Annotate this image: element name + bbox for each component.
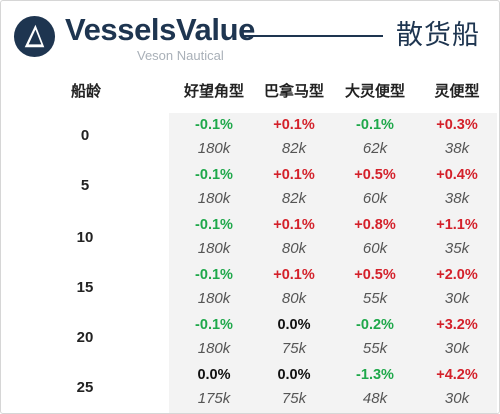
value-change-cell: +0.1% bbox=[273, 217, 315, 233]
value-change-cell: +0.5% bbox=[354, 267, 396, 283]
value-amount-cell: 38k bbox=[444, 140, 470, 157]
value-amount-cell: 35k bbox=[444, 240, 470, 257]
column-header-panamax: 巴拿马型 bbox=[263, 83, 325, 100]
age-column-header: 船龄 bbox=[70, 83, 102, 100]
value-amount-cell: 30k bbox=[444, 340, 470, 357]
value-change-cell: +3.2% bbox=[436, 317, 478, 333]
value-amount-cell: 75k bbox=[281, 390, 307, 407]
column-header-supramax: 大灵便型 bbox=[344, 83, 406, 100]
row-age-label: 5 bbox=[80, 177, 90, 194]
value-change-cell: +1.1% bbox=[436, 217, 478, 233]
value-change-cell: +0.4% bbox=[436, 167, 478, 183]
value-change-cell: -0.1% bbox=[356, 117, 394, 133]
value-amount-cell: 180k bbox=[197, 140, 231, 157]
value-change-cell: -0.2% bbox=[356, 317, 394, 333]
value-change-cell: -0.1% bbox=[195, 267, 233, 283]
brand-name: VesselsValue bbox=[65, 12, 255, 47]
value-change-cell: -0.1% bbox=[195, 317, 233, 333]
column-header-capesize: 好望角型 bbox=[183, 83, 245, 100]
value-amount-cell: 30k bbox=[444, 290, 470, 307]
value-amount-cell: 80k bbox=[281, 290, 307, 307]
value-change-cell: -0.1% bbox=[195, 167, 233, 183]
vesselsvalue-logo-icon bbox=[13, 15, 56, 58]
value-amount-cell: 38k bbox=[444, 190, 470, 207]
table-header-row: 船龄 好望角型 巴拿马型 大灵便型 灵便型 bbox=[1, 77, 499, 111]
header-divider bbox=[244, 35, 383, 37]
value-change-cell: -0.1% bbox=[195, 117, 233, 133]
value-amount-cell: 60k bbox=[362, 240, 388, 257]
brand-subtitle: Veson Nautical bbox=[137, 48, 224, 63]
value-amount-cell: 75k bbox=[281, 340, 307, 357]
value-change-cell: +0.5% bbox=[354, 167, 396, 183]
row-age-label: 10 bbox=[76, 229, 94, 246]
value-amount-cell: 30k bbox=[444, 390, 470, 407]
value-amount-cell: 55k bbox=[362, 340, 388, 357]
header: VesselsValue Veson Nautical 散货船 bbox=[1, 1, 499, 77]
value-change-cell: 0.0% bbox=[197, 367, 231, 383]
value-amount-cell: 180k bbox=[197, 340, 231, 357]
value-amount-cell: 55k bbox=[362, 290, 388, 307]
page-title: 散货船 bbox=[396, 20, 480, 50]
value-amount-cell: 82k bbox=[281, 140, 307, 157]
value-amount-cell: 175k bbox=[197, 390, 231, 407]
value-amount-cell: 82k bbox=[281, 190, 307, 207]
row-age-label: 0 bbox=[80, 127, 90, 144]
value-change-cell: 0.0% bbox=[277, 317, 311, 333]
row-age-label: 25 bbox=[76, 379, 94, 396]
value-amount-cell: 180k bbox=[197, 290, 231, 307]
value-change-cell: +0.1% bbox=[273, 267, 315, 283]
value-change-cell: -0.1% bbox=[195, 217, 233, 233]
table-body-background bbox=[169, 113, 497, 413]
column-header-handysize: 灵便型 bbox=[434, 83, 480, 100]
value-change-cell: 0.0% bbox=[277, 367, 311, 383]
row-age-label: 20 bbox=[76, 329, 94, 346]
value-change-cell: +0.8% bbox=[354, 217, 396, 233]
value-change-cell: +0.1% bbox=[273, 117, 315, 133]
row-age-label: 15 bbox=[76, 279, 94, 296]
value-change-cell: +2.0% bbox=[436, 267, 478, 283]
value-amount-cell: 48k bbox=[362, 390, 388, 407]
value-amount-cell: 60k bbox=[362, 190, 388, 207]
value-amount-cell: 80k bbox=[281, 240, 307, 257]
value-amount-cell: 180k bbox=[197, 190, 231, 207]
value-change-cell: +0.3% bbox=[436, 117, 478, 133]
value-amount-cell: 62k bbox=[362, 140, 388, 157]
value-change-cell: +4.2% bbox=[436, 367, 478, 383]
value-change-cell: +0.1% bbox=[273, 167, 315, 183]
value-change-cell: -1.3% bbox=[356, 367, 394, 383]
value-change-table: 船龄 好望角型 巴拿马型 大灵便型 灵便型 0 -0.1% +0.1% -0.1% +0… bbox=[1, 77, 499, 413]
value-amount-cell: 180k bbox=[197, 240, 231, 257]
